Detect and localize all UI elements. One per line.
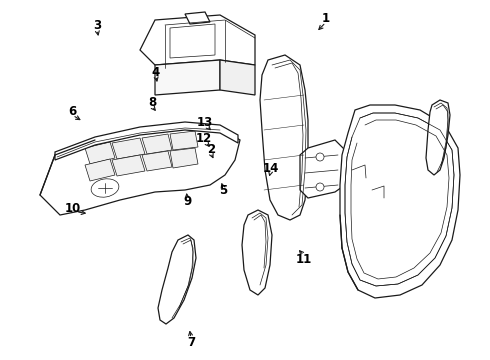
Text: 13: 13 [196,116,213,129]
Polygon shape [140,15,255,65]
Polygon shape [300,140,345,198]
Text: 8: 8 [148,96,156,109]
Polygon shape [55,122,238,160]
Text: 9: 9 [183,195,191,208]
Polygon shape [345,113,454,286]
Polygon shape [242,210,272,295]
Text: 1: 1 [322,12,330,25]
Text: 14: 14 [262,162,279,175]
Polygon shape [220,60,255,95]
Circle shape [316,153,324,161]
Polygon shape [185,12,210,24]
Polygon shape [368,184,388,204]
Text: 10: 10 [64,202,81,215]
Polygon shape [170,24,215,58]
Polygon shape [40,125,240,215]
Polygon shape [85,142,115,164]
Polygon shape [340,105,460,298]
Text: 12: 12 [195,132,212,145]
Text: 5: 5 [219,184,227,197]
Text: 7: 7 [187,336,195,348]
Text: 3: 3 [93,19,101,32]
Polygon shape [85,159,115,181]
Text: 4: 4 [152,66,160,78]
Polygon shape [170,148,198,168]
Text: 2: 2 [207,143,215,156]
Polygon shape [112,138,145,159]
Polygon shape [142,151,172,171]
Text: 11: 11 [295,253,312,266]
Polygon shape [170,131,198,150]
Circle shape [316,183,324,191]
Polygon shape [155,60,220,95]
Polygon shape [426,100,450,175]
Polygon shape [260,55,308,220]
Polygon shape [348,162,368,185]
Polygon shape [142,134,172,154]
Text: 6: 6 [69,105,76,118]
Polygon shape [112,155,145,176]
Polygon shape [158,235,196,324]
Ellipse shape [91,179,119,197]
